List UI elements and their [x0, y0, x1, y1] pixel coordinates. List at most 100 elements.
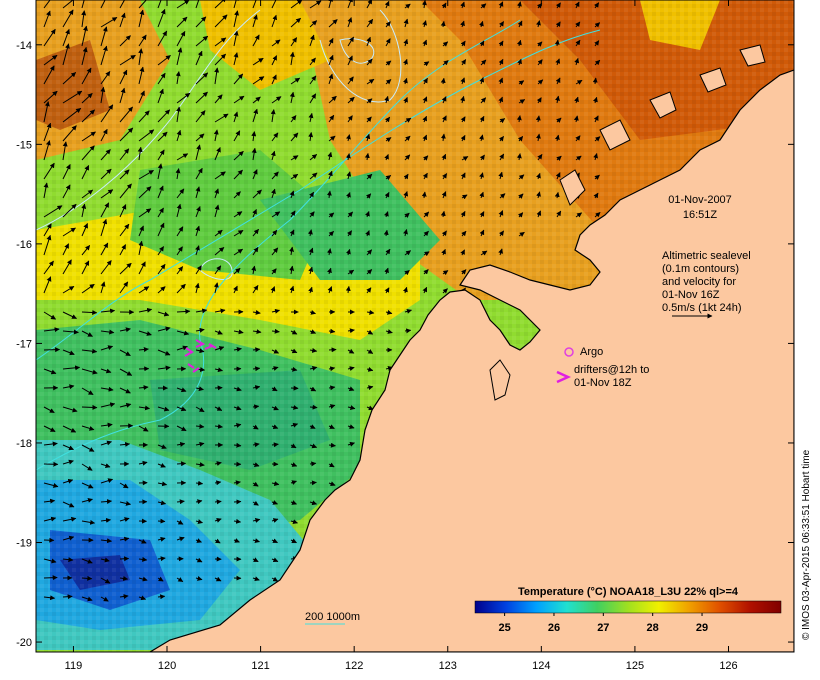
velocity-arrow-icon — [100, 538, 112, 544]
velocity-arrow-icon — [479, 20, 484, 28]
velocity-arrow-icon — [251, 265, 257, 275]
velocity-arrow-icon — [233, 73, 244, 85]
velocity-arrow-icon — [100, 0, 106, 9]
velocity-arrow-icon — [62, 164, 71, 180]
velocity-arrow-icon — [366, 269, 373, 275]
velocity-arrow-icon — [403, 77, 408, 85]
velocity-arrow-icon — [422, 172, 428, 180]
velocity-arrow-icon — [404, 250, 411, 256]
velocity-arrow-icon — [575, 79, 583, 85]
velocity-arrow-icon — [328, 19, 338, 28]
velocity-arrow-icon — [309, 424, 316, 429]
velocity-arrow-icon — [252, 442, 260, 448]
velocity-arrow-icon — [290, 329, 298, 335]
velocity-arrow-icon — [252, 576, 260, 582]
velocity-arrow-icon — [327, 267, 332, 275]
velocity-arrow-icon — [62, 259, 72, 275]
velocity-arrow-icon — [138, 286, 150, 294]
velocity-arrow-icon — [554, 191, 560, 199]
velocity-arrow-icon — [347, 348, 355, 354]
bathymetry-contours — [36, 19, 601, 471]
velocity-arrow-icon — [62, 72, 77, 85]
velocity-arrow-icon — [43, 182, 49, 199]
velocity-arrow-icon — [536, 191, 541, 199]
velocity-arrow-icon — [176, 577, 184, 583]
velocity-arrow-icon — [384, 0, 390, 9]
velocity-arrow-icon — [327, 170, 333, 180]
velocity-arrow-icon — [100, 329, 115, 335]
velocity-arrow-icon — [309, 75, 317, 85]
velocity-arrow-icon — [537, 41, 543, 47]
velocity-arrow-icon — [119, 594, 129, 599]
velocity-arrow-icon — [270, 109, 276, 123]
velocity-arrow-icon — [499, 118, 506, 124]
velocity-arrow-icon — [43, 276, 52, 294]
velocity-arrow-icon — [460, 77, 466, 85]
velocity-arrow-icon — [537, 153, 543, 161]
velocity-arrow-icon — [365, 133, 371, 142]
velocity-arrow-icon — [214, 229, 223, 237]
velocity-arrow-icon — [81, 203, 87, 218]
velocity-arrow-icon — [271, 14, 278, 28]
velocity-arrow-icon — [404, 270, 410, 276]
velocity-arrow-icon — [214, 14, 228, 28]
velocity-arrow-icon — [43, 223, 52, 237]
velocity-arrow-icon — [81, 444, 95, 452]
velocity-arrow-icon — [81, 10, 87, 28]
velocity-arrow-icon — [270, 150, 276, 161]
velocity-arrow-icon — [421, 0, 427, 9]
velocity-arrow-icon — [423, 77, 428, 85]
velocity-arrow-icon — [176, 330, 190, 336]
velocity-arrow-icon — [100, 308, 116, 314]
velocity-arrow-icon — [252, 538, 260, 544]
velocity-arrow-icon — [347, 0, 353, 9]
velocity-arrow-icon — [195, 423, 205, 429]
velocity-arrow-icon — [119, 368, 133, 376]
velocity-arrow-icon — [233, 10, 239, 28]
velocity-arrow-icon — [460, 95, 465, 104]
velocity-arrow-icon — [594, 2, 600, 9]
velocity-arrow-icon — [498, 1, 504, 9]
velocity-arrow-icon — [271, 442, 279, 448]
drifter-legend: drifters@12h to 01-Nov 18Z — [556, 364, 649, 389]
velocity-arrow-icon — [157, 30, 168, 47]
velocity-arrow-icon — [594, 59, 601, 66]
velocity-arrow-icon — [138, 595, 147, 601]
y-tick-label: -14 — [16, 40, 32, 52]
velocity-arrow-icon — [290, 462, 298, 467]
velocity-arrow-icon — [479, 229, 485, 237]
velocity-arrow-icon — [480, 250, 488, 256]
velocity-arrow-icon — [214, 367, 223, 373]
velocity-arrow-icon — [252, 329, 262, 335]
velocity-arrow-icon — [366, 36, 372, 47]
velocity-arrow-icon — [252, 57, 264, 66]
velocity-arrow-icon — [157, 8, 166, 28]
velocity-arrow-icon — [119, 281, 129, 294]
velocity-arrow-icon — [328, 404, 336, 409]
velocity-arrow-icon — [309, 480, 317, 486]
velocity-arrow-icon — [43, 234, 52, 256]
velocity-arrow-icon — [81, 575, 93, 581]
velocity-arrow-icon — [479, 40, 485, 47]
velocity-arrow-icon — [385, 175, 392, 181]
velocity-arrow-icon — [214, 346, 225, 351]
velocity-arrow-icon — [100, 557, 110, 563]
velocity-arrow-icon — [271, 424, 279, 429]
velocity-arrow-icon — [138, 9, 145, 28]
velocity-arrow-icon — [270, 286, 276, 294]
argo-circle-icon — [564, 347, 574, 357]
velocity-arrow-icon — [214, 113, 229, 123]
velocity-arrow-icon — [290, 132, 299, 142]
velocity-arrow-icon — [290, 210, 296, 218]
velocity-arrow-icon — [347, 269, 355, 275]
velocity-arrow-icon — [119, 441, 131, 447]
sealevel-line-2: (0.1m contours) — [662, 263, 739, 275]
velocity-arrow-icon — [328, 442, 336, 448]
velocity-arrow-icon — [195, 16, 207, 28]
bathy-label: 200 1000m — [305, 611, 360, 623]
velocity-arrow-icon — [62, 349, 75, 356]
velocity-arrow-icon — [214, 53, 226, 66]
velocity-arrow-icon — [119, 69, 128, 85]
velocity-arrow-icon — [43, 205, 63, 218]
